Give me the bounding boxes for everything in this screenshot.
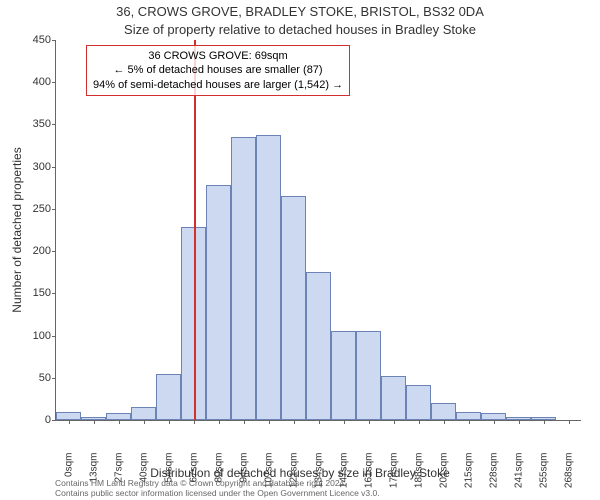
histogram-bar xyxy=(281,196,306,420)
plot-area: 0501001502002503003504004500sqm13sqm27sq… xyxy=(55,40,581,421)
y-tick-label: 300 xyxy=(21,161,51,173)
x-tick-mark xyxy=(269,420,270,424)
y-tick-mark xyxy=(52,420,56,421)
y-tick-mark xyxy=(52,82,56,83)
chart-title-sub: Size of property relative to detached ho… xyxy=(0,22,600,37)
y-tick-label: 100 xyxy=(21,330,51,342)
y-tick-label: 400 xyxy=(21,76,51,88)
x-tick-mark xyxy=(569,420,570,424)
y-tick-label: 200 xyxy=(21,245,51,257)
annotation-box: 36 CROWS GROVE: 69sqm ← 5% of detached ho… xyxy=(86,45,350,96)
y-tick-mark xyxy=(52,293,56,294)
histogram-bar xyxy=(406,385,431,420)
histogram-bar xyxy=(206,185,231,420)
footer-attribution: Contains HM Land Registry data © Crown c… xyxy=(55,479,380,498)
x-tick-mark xyxy=(294,420,295,424)
histogram-bar xyxy=(106,413,131,420)
x-tick-mark xyxy=(519,420,520,424)
y-tick-mark xyxy=(52,378,56,379)
histogram-bar xyxy=(381,376,406,420)
y-tick-mark xyxy=(52,167,56,168)
y-tick-label: 50 xyxy=(21,372,51,384)
y-tick-label: 0 xyxy=(21,414,51,426)
histogram-bar xyxy=(56,412,81,420)
x-tick-mark xyxy=(119,420,120,424)
histogram-bar xyxy=(481,413,506,420)
histogram-bar xyxy=(131,407,156,420)
histogram-bar xyxy=(431,403,456,420)
y-tick-mark xyxy=(52,336,56,337)
x-tick-mark xyxy=(244,420,245,424)
chart-title-main: 36, CROWS GROVE, BRADLEY STOKE, BRISTOL,… xyxy=(0,4,600,19)
marker-line xyxy=(194,40,196,420)
y-tick-mark xyxy=(52,40,56,41)
y-tick-mark xyxy=(52,251,56,252)
x-tick-mark xyxy=(544,420,545,424)
y-tick-label: 150 xyxy=(21,287,51,299)
x-tick-mark xyxy=(194,420,195,424)
y-tick-label: 350 xyxy=(21,118,51,130)
x-tick-mark xyxy=(494,420,495,424)
chart-container: 36, CROWS GROVE, BRADLEY STOKE, BRISTOL,… xyxy=(0,0,600,500)
y-tick-label: 250 xyxy=(21,203,51,215)
histogram-bar xyxy=(156,374,181,420)
x-tick-mark xyxy=(369,420,370,424)
y-tick-label: 450 xyxy=(21,34,51,46)
x-tick-mark xyxy=(69,420,70,424)
histogram-bar xyxy=(456,412,481,420)
y-tick-mark xyxy=(52,209,56,210)
histogram-bar xyxy=(356,331,381,420)
annotation-line1: 36 CROWS GROVE: 69sqm xyxy=(148,50,287,62)
x-tick-mark xyxy=(319,420,320,424)
x-tick-mark xyxy=(419,420,420,424)
annotation-line2: ← 5% of detached houses are smaller (87) xyxy=(113,64,322,76)
histogram-bar xyxy=(306,272,331,420)
histogram-bar xyxy=(231,137,256,420)
x-tick-mark xyxy=(219,420,220,424)
x-tick-mark xyxy=(144,420,145,424)
x-tick-mark xyxy=(469,420,470,424)
x-tick-mark xyxy=(344,420,345,424)
x-tick-mark xyxy=(169,420,170,424)
x-tick-mark xyxy=(444,420,445,424)
footer-line2: Contains public sector information licen… xyxy=(55,488,380,498)
annotation-line3: 94% of semi-detached houses are larger (… xyxy=(93,79,343,91)
x-tick-mark xyxy=(94,420,95,424)
histogram-bar xyxy=(331,331,356,420)
y-tick-mark xyxy=(52,124,56,125)
histogram-bar xyxy=(256,135,281,420)
x-tick-mark xyxy=(394,420,395,424)
